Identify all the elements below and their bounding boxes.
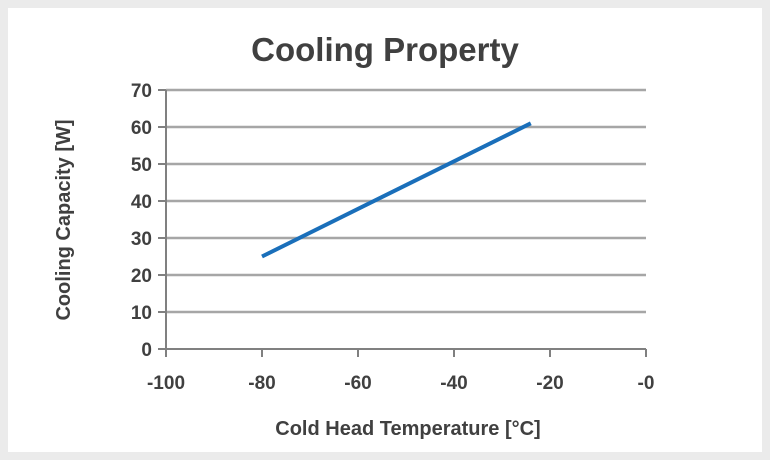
x-tick-label-2: -60 — [344, 373, 371, 394]
series-line-0 — [261, 121, 532, 259]
x-tick-label-4: -20 — [536, 373, 563, 394]
x-tick-label-3: -40 — [440, 373, 467, 394]
chart-title: Cooling Property — [251, 31, 519, 68]
axes — [158, 89, 647, 357]
y-tick-label-6: 60 — [131, 118, 152, 139]
y-tick-label-4: 40 — [131, 192, 152, 213]
chart-panel — [8, 8, 762, 452]
x-tick-labels: -100 -80 -60 -40 -20 -0 — [147, 373, 654, 394]
y-axis-label: Cooling Capacity [W] — [53, 119, 75, 320]
x-tick-label-0: -100 — [147, 373, 185, 394]
y-tick-label-7: 70 — [131, 81, 152, 102]
x-axis-label: Cold Head Temperature [°C] — [275, 418, 540, 440]
y-tick-label-2: 20 — [131, 266, 152, 287]
x-tick-label-5: -0 — [638, 373, 655, 394]
y-tick-label-0: 0 — [141, 340, 152, 361]
y-tick-label-3: 30 — [131, 229, 152, 250]
y-tick-label-5: 50 — [131, 155, 152, 176]
grid-lines — [166, 88, 646, 314]
x-tick-label-1: -80 — [248, 373, 275, 394]
series-group — [261, 121, 532, 259]
y-tick-label-1: 10 — [131, 303, 152, 324]
y-tick-labels: 0 10 20 30 40 50 60 70 — [131, 81, 152, 361]
